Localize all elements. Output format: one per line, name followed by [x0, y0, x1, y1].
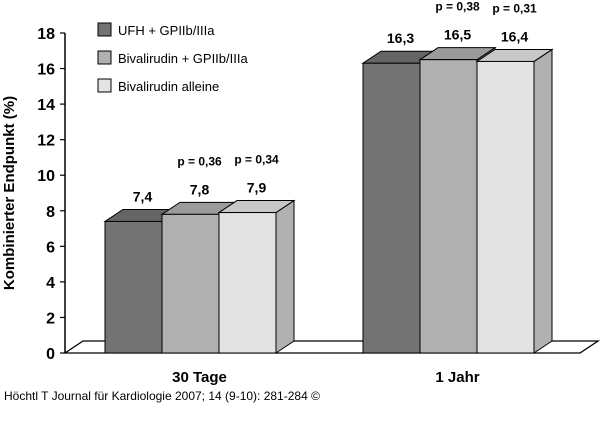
value-label: 7,8: [190, 181, 210, 197]
y-tick-label: 2: [46, 310, 55, 327]
p-value-annotation: p = 0,34: [234, 153, 279, 167]
p-value-annotation: p = 0,38: [435, 0, 480, 14]
legend-entry: UFH + GPIIb/IIIa: [118, 23, 215, 38]
bar-side: [533, 48, 553, 354]
legend-swatch: [97, 50, 112, 65]
p-value-annotation: p = 0,36: [177, 154, 222, 168]
bar: [476, 60, 535, 354]
legend-entry: Bivalirudin alleine: [118, 79, 219, 94]
x-tick-label: 1 Jahr: [435, 369, 479, 386]
bar: [104, 220, 163, 354]
legend-swatch: [97, 78, 112, 93]
legend-swatch: [97, 22, 112, 37]
y-tick-label: 0: [46, 346, 55, 363]
bar: [218, 212, 277, 354]
value-label: 7,9: [247, 180, 267, 196]
bar: [362, 62, 421, 354]
value-label: 16,4: [501, 28, 528, 44]
legend-entry: Bivalirudin + GPIIb/IIIa: [118, 51, 248, 66]
y-tick-label: 8: [46, 204, 55, 221]
p-value-annotation: p = 0,31: [492, 1, 537, 15]
bar: [161, 213, 220, 354]
y-tick-label: 6: [46, 239, 55, 256]
y-tick-label: 18: [37, 26, 55, 43]
source-credit: Höchtl T Journal für Kardiologie 2007; 1…: [4, 389, 320, 403]
value-label: 7,4: [133, 188, 153, 204]
y-tick-label: 4: [46, 275, 55, 292]
x-tick-label: 30 Tage: [172, 369, 227, 386]
y-axis-label: Kombinierter Endpunkt (%): [1, 96, 18, 290]
value-label: 16,3: [387, 30, 414, 46]
bar-side: [275, 199, 295, 354]
value-label: 16,5: [444, 27, 471, 43]
bar: [419, 59, 478, 354]
y-tick-label: 16: [37, 62, 55, 79]
bar-chart: 0 2 4 6 8 10 12 14 16 18 Kombinierter Endpunkt (%)…: [1, 0, 600, 386]
y-tick-label: 12: [37, 133, 55, 150]
y-tick-label: 14: [37, 97, 55, 114]
y-tick-label: 10: [37, 168, 55, 185]
